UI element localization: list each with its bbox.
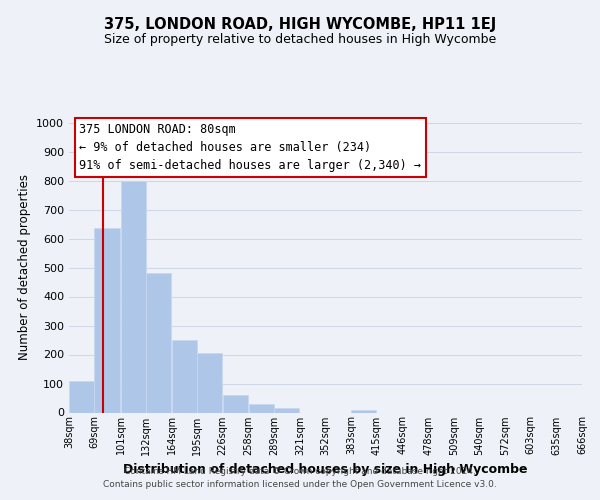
Bar [172,340,197,412]
Bar [223,395,248,412]
Bar [197,353,223,412]
Text: 375, LONDON ROAD, HIGH WYCOMBE, HP11 1EJ: 375, LONDON ROAD, HIGH WYCOMBE, HP11 1EJ [104,18,496,32]
Bar [146,274,171,412]
Text: Size of property relative to detached houses in High Wycombe: Size of property relative to detached ho… [104,32,496,46]
Text: 375 LONDON ROAD: 80sqm
← 9% of detached houses are smaller (234)
91% of semi-det: 375 LONDON ROAD: 80sqm ← 9% of detached … [79,123,421,172]
X-axis label: Distribution of detached houses by size in High Wycombe: Distribution of detached houses by size … [123,463,528,476]
Bar [351,410,376,412]
Y-axis label: Number of detached properties: Number of detached properties [17,174,31,360]
Bar [121,180,146,412]
Bar [69,380,94,412]
Text: Contains HM Land Registry data © Crown copyright and database right 2024.: Contains HM Land Registry data © Crown c… [124,467,476,476]
Bar [274,408,299,412]
Text: Contains public sector information licensed under the Open Government Licence v3: Contains public sector information licen… [103,480,497,489]
Bar [249,404,274,412]
Bar [94,228,119,412]
